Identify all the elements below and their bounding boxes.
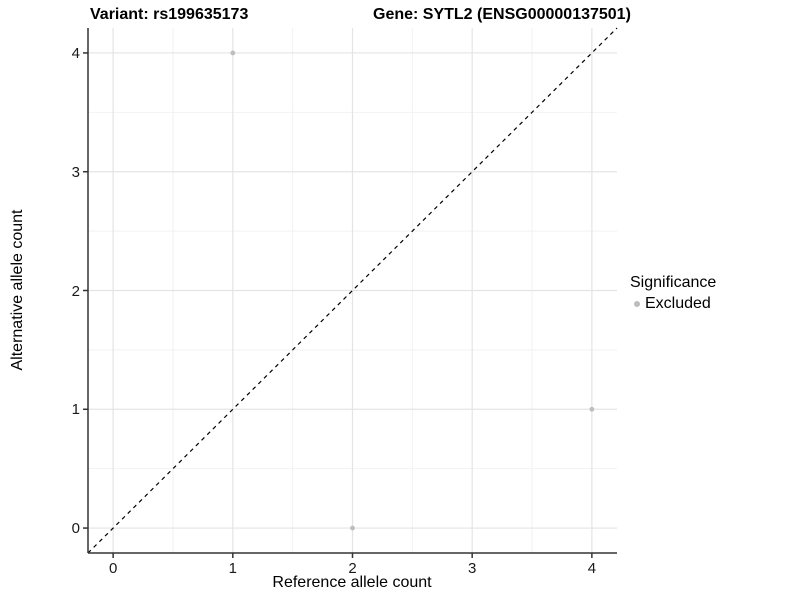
chart-title-variant: Variant: rs199635173 (90, 6, 249, 23)
legend-item-excluded: Excluded (630, 295, 716, 313)
x-tick-label: 0 (108, 560, 118, 577)
y-tick-label: 2 (71, 282, 80, 300)
y-tick-label: 0 (71, 520, 80, 538)
x-tick-label: 2 (348, 560, 357, 577)
legend-title: Significance (630, 274, 717, 291)
data-point (350, 525, 355, 531)
y-axis-title: Alternative allele count (9, 209, 26, 371)
y-tick-label: 4 (71, 44, 80, 62)
x-tick-label: 3 (468, 560, 477, 577)
y-tick-label: 3 (71, 163, 80, 181)
x-tick-label: 4 (587, 560, 597, 577)
legend: Significance Excluded (630, 274, 716, 313)
data-point (230, 50, 236, 56)
x-tick-label: 1 (228, 560, 237, 577)
excluded-point-swatch-icon (634, 301, 640, 307)
y-tick-label: 1 (71, 401, 80, 419)
x-axis-title: Reference allele count (272, 574, 432, 591)
data-point (589, 406, 595, 412)
chart-title-gene: Gene: SYTL2 (ENSG00000137501) (373, 6, 631, 23)
legend-item-label: Excluded (645, 295, 711, 312)
